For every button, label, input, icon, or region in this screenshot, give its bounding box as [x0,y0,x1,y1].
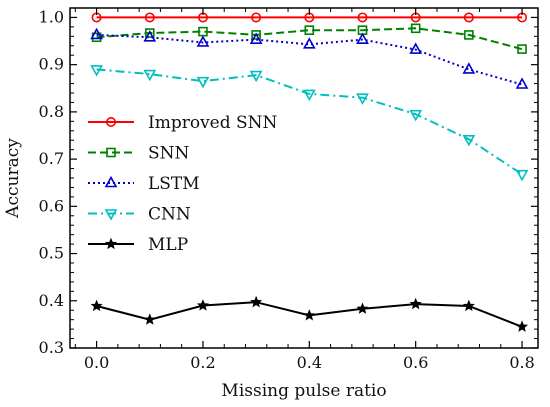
series-mlp [90,295,529,332]
series-line [96,68,523,176]
data-point [303,309,316,321]
x-tick-label: 0.6 [403,353,428,372]
legend-item: CNN [88,205,191,225]
y-tick-label: 0.7 [39,149,64,168]
data-point [409,42,423,54]
series-line [96,33,523,86]
legend-marker [104,175,118,188]
data-point [143,313,156,325]
data-point [356,32,369,44]
x-axis-title: Missing pulse ratio [221,381,386,401]
y-axis-title: Accuracy [3,138,23,219]
data-point [515,77,529,89]
y-tick-label: 0.8 [39,102,64,121]
data-point [409,109,423,122]
x-tick-label: 0.0 [84,353,109,372]
data-point [144,12,155,23]
data-point [462,299,475,312]
data-point [249,32,263,44]
data-point [251,30,261,40]
x-tick-label: 0.2 [190,353,215,372]
data-point [196,35,210,47]
legend-label: MLP [148,235,188,255]
data-point [90,299,103,312]
data-point [143,30,157,42]
data-point [90,65,103,77]
legend-label: CNN [148,205,191,225]
legend-item: Improved SNN [88,113,278,133]
legend-item: SNN [88,144,190,164]
data-point [356,302,369,314]
y-tick-label: 0.3 [39,338,64,357]
legend-marker [106,147,116,158]
data-point [357,12,368,23]
legend: Improved SNN SNN LSTM CNN MLP [88,113,278,255]
data-point [409,297,422,310]
legend-item: LSTM [88,174,200,194]
data-point [249,70,263,83]
data-point [302,37,316,49]
y-tick-label: 0.6 [39,196,64,215]
legend-label: SNN [148,144,190,164]
data-point [517,44,527,54]
legend-marker [104,209,118,221]
series-line [96,27,523,51]
data-point [250,295,263,308]
series-lstm [90,27,529,89]
data-point [516,320,529,332]
data-point [356,93,369,105]
legend-marker [106,117,117,128]
plot-frame [69,7,539,349]
data-point [515,169,529,182]
plot-area [90,12,529,332]
data-point [462,62,476,74]
data-point [251,12,262,23]
data-point [462,134,476,147]
data-point [410,23,421,34]
series-cnn [90,65,529,182]
x-tick-label: 0.8 [509,353,534,372]
x-tick-label: 0.4 [297,353,322,372]
legend-item: MLP [88,235,188,255]
data-point [143,69,157,82]
legend-label: Improved SNN [148,113,278,133]
data-point [463,12,474,23]
y-tick-label: 0.5 [39,244,64,263]
legend-marker [104,237,118,250]
y-tick-label: 1.0 [39,7,64,26]
data-point [90,27,103,40]
data-point [302,89,316,102]
y-tick-label: 0.9 [39,55,64,74]
data-point [144,28,155,38]
data-point [196,76,210,89]
data-point [464,30,474,40]
legend-label: LSTM [148,174,200,194]
data-point [196,299,209,311]
axis-ticks: 0.0 0.2 0.4 0.6 0.8 0.3 0.4 0.5 0.6 0.7 0.8 0.9 1.0 [39,7,538,372]
y-tick-label: 0.4 [39,291,64,310]
data-point [304,25,315,35]
